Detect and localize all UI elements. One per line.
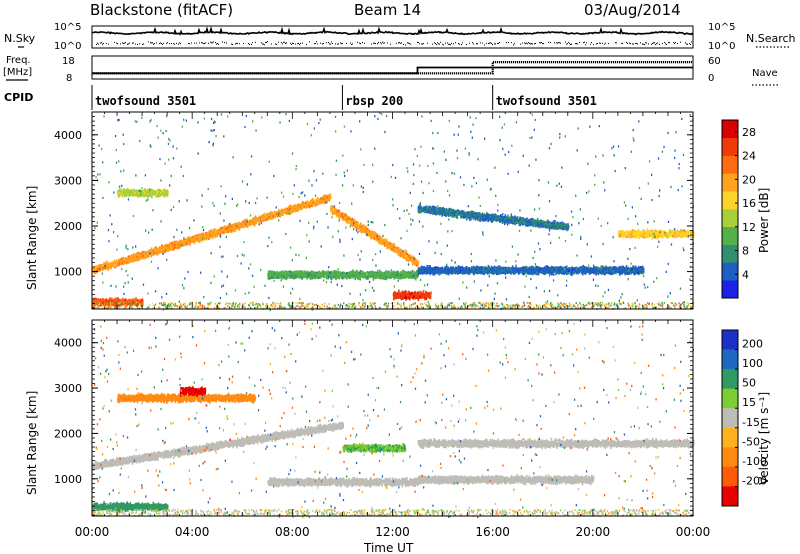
frequency-traces: [92, 62, 693, 73]
cpid-bar: CPID twofsound 3501 rbsp 200 twofsound 350…: [4, 85, 597, 110]
power-colorbar-label: Power [dB]: [757, 188, 771, 253]
power-y-tick-label: 3000: [54, 174, 82, 187]
velocity-colorbar-swatch: [722, 369, 738, 389]
velocity-colorbar-tick: 50: [742, 377, 756, 390]
frequency-panel: Freq. [MHz] 18 8 60 0 Nave: [3, 55, 778, 85]
x-tick-label: 08:00: [275, 525, 310, 539]
velocity-x-ticks: 00:00 04:00 08:00 12:00 16:00 20:00 00:00: [75, 320, 711, 539]
velocity-colorbar-swatch: [722, 389, 738, 409]
velocity-colorbar-tick: 15: [742, 396, 756, 409]
power-colorbar-tick: 12: [742, 221, 756, 234]
noise-panel: N.Sky 10^5 10^0 10^5 10^0 N.Search: [4, 22, 796, 52]
velocity-y-ticks: 4000 3000 2000 1000: [54, 320, 693, 515]
velocity-colorbar-swatch: [722, 486, 738, 506]
velocity-colorbar-label: Velocity [m s⁻¹]: [757, 392, 771, 485]
power-colorbar-tick: 20: [742, 173, 756, 186]
power-colorbar: 28 24 20 16 12 8 4: [722, 120, 756, 298]
power-panel: 4000 3000 2000 1000 Slant Range [km] 28 24 20…: [25, 112, 771, 311]
velocity-colorbar-swatch: [722, 467, 738, 487]
velocity-colorbar-swatch: [722, 447, 738, 467]
power-colorbar-tick: 16: [742, 197, 756, 210]
cpid-label: CPID: [4, 91, 33, 104]
velocity-y-axis-label: Slant Range [km]: [25, 391, 39, 495]
cpid-segment-label: twofsound 3501: [496, 94, 597, 108]
velocity-panel: 4000 3000 2000 1000 00:00 04:00 08:00 12:00 16:…: [25, 320, 771, 554]
freq-label: Freq.: [6, 55, 31, 66]
power-x-ticks: [92, 112, 693, 309]
x-tick-label: 00:00: [75, 525, 110, 539]
x-tick-label: 16:00: [475, 525, 510, 539]
beam-label: Beam 14: [354, 1, 421, 19]
velocity-colorbar-swatch: [722, 428, 738, 448]
noise-left-label: N.Sky: [4, 32, 36, 45]
power-colorbar-tick: 24: [742, 150, 756, 163]
nave-tick-top: 60: [708, 56, 721, 67]
x-axis-label: Time UT: [363, 541, 414, 554]
power-y-tick-label: 2000: [54, 220, 82, 233]
date-label: 03/Aug/2014: [584, 1, 681, 19]
cpid-segments: twofsound 3501 rbsp 200 twofsound 3501: [95, 85, 597, 110]
velocity-colorbar-swatch: [722, 330, 738, 350]
x-tick-label: 04:00: [175, 525, 210, 539]
station-title: Blackstone (fitACF): [90, 1, 233, 19]
velocity-colorbar-swatch: [722, 408, 738, 428]
power-colorbar-swatch: [722, 262, 738, 280]
x-tick-label: 12:00: [375, 525, 410, 539]
velocity-y-tick-label: 1000: [54, 473, 82, 486]
power-scatter: [92, 113, 695, 311]
power-colorbar-swatch: [722, 209, 738, 227]
nave-tick-bottom: 0: [708, 73, 714, 84]
power-colorbar-tick: 8: [742, 245, 749, 258]
power-y-tick-label: 1000: [54, 266, 82, 279]
velocity-colorbar-tick: 200: [742, 338, 763, 351]
noise-left-tick-top: 10^5: [54, 22, 81, 33]
nave-label: Nave: [752, 68, 778, 79]
noise-right-tick-top: 10^5: [708, 22, 735, 33]
freq-tick-top: 18: [62, 56, 75, 67]
power-colorbar-swatch: [722, 138, 738, 156]
velocity-scatter: [92, 322, 695, 518]
x-tick-label: 20:00: [576, 525, 611, 539]
power-colorbar-swatch: [722, 173, 738, 191]
velocity-colorbar-tick: 100: [742, 357, 763, 370]
power-colorbar-swatch: [722, 120, 738, 138]
freq-unit-label: [MHz]: [3, 67, 32, 78]
velocity-colorbar-swatch: [722, 350, 738, 370]
velocity-y-tick-label: 4000: [54, 337, 82, 350]
power-colorbar-swatch: [722, 227, 738, 245]
power-colorbar-swatch: [722, 156, 738, 174]
velocity-y-tick-label: 3000: [54, 382, 82, 395]
noise-right-tick-bottom: 10^0: [708, 41, 735, 52]
noise-left-tick-bottom: 10^0: [54, 41, 81, 52]
power-colorbar-tick: 4: [742, 268, 749, 281]
power-colorbar-swatch: [722, 245, 738, 263]
power-y-axis-label: Slant Range [km]: [25, 186, 39, 290]
cpid-segment-label: rbsp 200: [345, 94, 403, 108]
velocity-y-tick-label: 2000: [54, 427, 82, 440]
radar-summary-plot: Blackstone (fitACF) Beam 14 03/Aug/2014 …: [0, 0, 800, 554]
noise-series-n-sky: [92, 29, 693, 35]
freq-tick-bottom: 8: [66, 73, 72, 84]
noise-right-label: N.Search: [746, 32, 796, 45]
power-colorbar-tick: 28: [742, 126, 756, 139]
noise-traces: [92, 29, 693, 46]
power-colorbar-swatch: [722, 191, 738, 209]
cpid-segment-label: twofsound 3501: [95, 94, 196, 108]
power-y-tick-label: 4000: [54, 129, 82, 142]
power-colorbar-swatch: [722, 280, 738, 298]
x-tick-label: 00:00: [676, 525, 711, 539]
